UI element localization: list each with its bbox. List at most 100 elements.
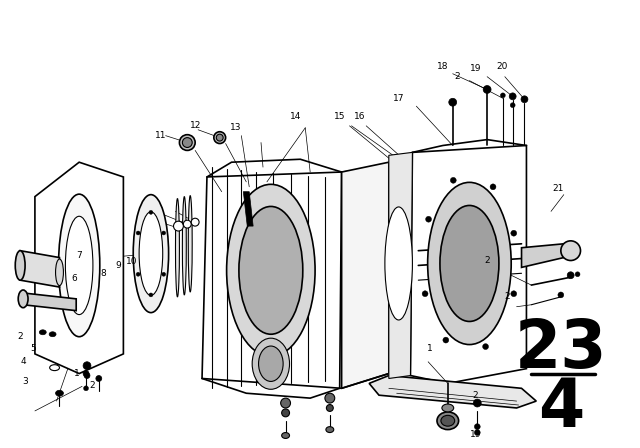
Ellipse shape <box>428 182 511 345</box>
Ellipse shape <box>50 365 60 370</box>
Text: 11: 11 <box>155 131 166 140</box>
Polygon shape <box>369 375 536 408</box>
Ellipse shape <box>15 251 25 280</box>
Ellipse shape <box>96 375 102 381</box>
Ellipse shape <box>490 184 496 190</box>
Text: 16: 16 <box>353 112 365 121</box>
Ellipse shape <box>191 218 199 226</box>
Text: 10: 10 <box>125 257 137 266</box>
Ellipse shape <box>483 86 491 93</box>
Text: 7: 7 <box>76 251 82 260</box>
Polygon shape <box>20 251 60 287</box>
Ellipse shape <box>149 293 153 297</box>
Ellipse shape <box>18 290 28 308</box>
Text: 9: 9 <box>116 261 122 270</box>
Polygon shape <box>410 140 527 383</box>
Polygon shape <box>522 244 564 267</box>
Ellipse shape <box>175 198 179 297</box>
Ellipse shape <box>575 272 580 277</box>
Ellipse shape <box>139 212 163 295</box>
Ellipse shape <box>385 207 412 320</box>
Text: 15: 15 <box>334 112 346 121</box>
Polygon shape <box>342 162 389 388</box>
Ellipse shape <box>282 433 289 439</box>
Text: 23: 23 <box>515 316 607 382</box>
Ellipse shape <box>56 390 63 396</box>
Text: 6: 6 <box>72 274 77 283</box>
Ellipse shape <box>214 132 226 143</box>
Text: 17: 17 <box>393 94 404 103</box>
Ellipse shape <box>179 135 195 151</box>
Ellipse shape <box>558 292 564 298</box>
Text: 13: 13 <box>230 123 241 132</box>
Ellipse shape <box>49 332 56 337</box>
Ellipse shape <box>521 96 528 103</box>
Ellipse shape <box>58 194 100 337</box>
Ellipse shape <box>259 346 283 381</box>
Ellipse shape <box>442 404 454 412</box>
Text: 2: 2 <box>17 332 23 341</box>
Text: 2: 2 <box>484 256 490 265</box>
Ellipse shape <box>282 409 289 417</box>
Ellipse shape <box>567 272 574 279</box>
Ellipse shape <box>511 291 516 297</box>
Ellipse shape <box>474 424 480 430</box>
Ellipse shape <box>511 230 516 236</box>
Ellipse shape <box>561 241 580 260</box>
Ellipse shape <box>326 405 333 411</box>
Ellipse shape <box>84 386 88 391</box>
Text: 8: 8 <box>101 269 107 278</box>
Ellipse shape <box>437 412 459 430</box>
Ellipse shape <box>325 393 335 403</box>
Text: 21: 21 <box>552 184 564 193</box>
Polygon shape <box>243 192 253 226</box>
Ellipse shape <box>84 373 90 379</box>
Polygon shape <box>389 152 412 379</box>
Ellipse shape <box>326 426 334 433</box>
Ellipse shape <box>149 211 153 214</box>
Ellipse shape <box>162 272 166 276</box>
Ellipse shape <box>183 220 191 228</box>
Text: 12: 12 <box>191 121 202 130</box>
Ellipse shape <box>136 231 140 235</box>
Ellipse shape <box>188 196 192 292</box>
Ellipse shape <box>65 216 93 314</box>
Ellipse shape <box>182 197 186 295</box>
Text: 20: 20 <box>496 62 508 71</box>
Ellipse shape <box>162 231 166 235</box>
Ellipse shape <box>441 415 454 426</box>
Ellipse shape <box>474 399 481 407</box>
Ellipse shape <box>281 398 291 408</box>
Ellipse shape <box>422 291 428 297</box>
Ellipse shape <box>500 93 506 98</box>
Text: 19: 19 <box>470 65 481 73</box>
Ellipse shape <box>483 344 488 349</box>
Text: 1: 1 <box>74 369 80 378</box>
Ellipse shape <box>56 259 63 285</box>
Text: 5: 5 <box>30 345 36 353</box>
Text: 2: 2 <box>89 381 95 390</box>
Ellipse shape <box>182 138 192 147</box>
Polygon shape <box>23 293 76 310</box>
Ellipse shape <box>216 134 223 141</box>
Text: 2: 2 <box>455 72 460 81</box>
Ellipse shape <box>83 362 91 370</box>
Text: 4: 4 <box>20 357 26 366</box>
Text: 2: 2 <box>504 293 509 302</box>
Text: 3: 3 <box>22 377 28 386</box>
Ellipse shape <box>443 337 449 343</box>
Ellipse shape <box>252 338 289 389</box>
Ellipse shape <box>239 207 303 334</box>
Ellipse shape <box>136 272 140 276</box>
Ellipse shape <box>449 98 457 106</box>
Polygon shape <box>202 159 342 398</box>
Ellipse shape <box>83 370 89 376</box>
Ellipse shape <box>440 206 499 322</box>
Text: 19: 19 <box>470 430 481 439</box>
Ellipse shape <box>509 93 516 100</box>
Ellipse shape <box>474 430 480 435</box>
Ellipse shape <box>451 177 456 183</box>
Ellipse shape <box>39 330 46 335</box>
Text: 2: 2 <box>472 391 478 400</box>
Polygon shape <box>35 162 124 374</box>
